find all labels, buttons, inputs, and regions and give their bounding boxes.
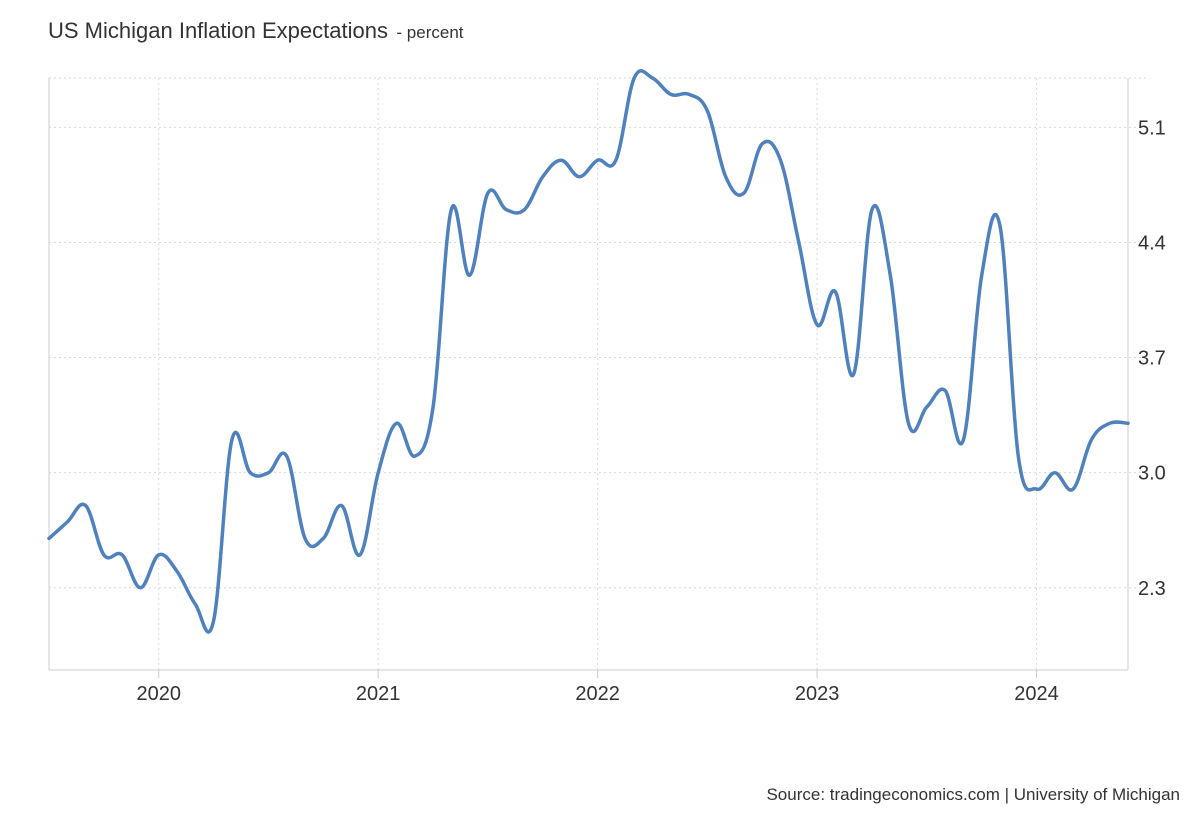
source-note: Source: tradingeconomics.com | Universit… [766, 785, 1180, 804]
y-tick-label: 3.0 [1138, 463, 1166, 485]
x-tick-label: 2021 [356, 683, 401, 705]
series-layer [47, 69, 1130, 634]
y-tick-label: 2.3 [1138, 578, 1166, 600]
chart-title-block: US Michigan Inflation Expectations - per… [48, 18, 464, 44]
grid-lines [49, 77, 1148, 670]
x-tick-label: 2022 [575, 683, 620, 705]
y-tick-label: 4.4 [1138, 232, 1166, 254]
chart-subtitle: - percent [396, 23, 464, 42]
x-tick-label: 2023 [795, 683, 840, 705]
x-tick-label: 2020 [136, 683, 181, 705]
y-tick-label: 3.7 [1138, 348, 1166, 370]
chart-title: US Michigan Inflation Expectations [48, 18, 388, 43]
series-line [47, 69, 1130, 634]
x-tick-label: 2024 [1014, 683, 1059, 705]
x-axis-labels: 2020 2021 2022 2023 2024 [136, 683, 1058, 705]
y-tick-label: 5.1 [1138, 117, 1166, 139]
axes [48, 78, 1129, 678]
y-axis-labels: 2.3 3.0 3.7 4.4 5.1 [1138, 117, 1166, 599]
